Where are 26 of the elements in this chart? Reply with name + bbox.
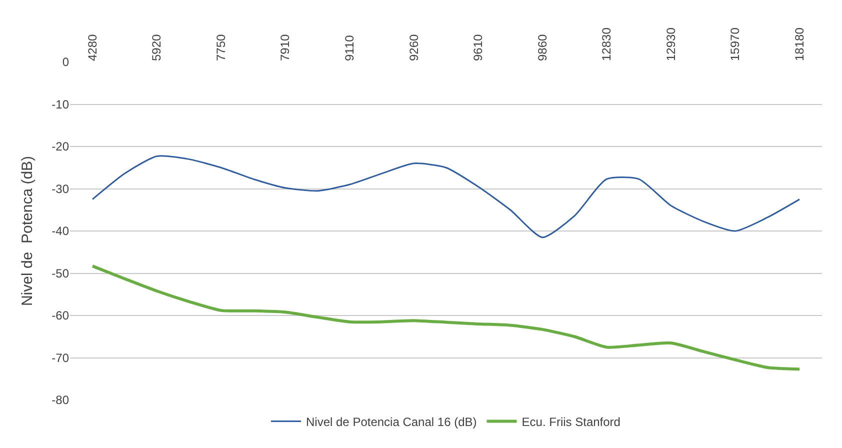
y-tick-label: -30 <box>52 182 70 196</box>
y-tick-label: -20 <box>52 140 70 154</box>
y-tick-label: 0 <box>62 55 70 70</box>
y-tick-label: -10 <box>52 97 70 112</box>
legend-label: Nivel de Potencia Canal 16 (dB) <box>306 414 477 429</box>
x-tick-label: 4280 <box>85 34 100 61</box>
x-tick-label: 9610 <box>471 34 486 61</box>
x-tick-label: 9260 <box>406 34 421 61</box>
line-series <box>92 155 800 238</box>
x-tick-label: 7750 <box>214 34 228 61</box>
x-tick-label: 15970 <box>728 27 742 61</box>
y-tick-label: -50 <box>52 266 70 280</box>
y-axis-title: Nivel de Potenca (dB) <box>18 156 36 306</box>
x-tick-label: 5920 <box>150 34 164 61</box>
y-tick-label: -40 <box>52 224 70 238</box>
x-tick-label: 12930 <box>664 27 678 61</box>
y-tick-label: -70 <box>52 350 70 365</box>
y-tick-label: -60 <box>52 308 70 323</box>
legend-label: Ecu. Friis Stanford <box>522 414 620 429</box>
x-tick-label: 9110 <box>342 34 356 61</box>
x-tick-label: 9860 <box>535 34 550 61</box>
x-tick-label: 12830 <box>600 27 614 61</box>
x-tick-label: 18180 <box>792 27 806 61</box>
line-series <box>91 264 801 371</box>
y-tick-label: -80 <box>52 393 70 408</box>
x-tick-label: 7910 <box>278 34 292 61</box>
